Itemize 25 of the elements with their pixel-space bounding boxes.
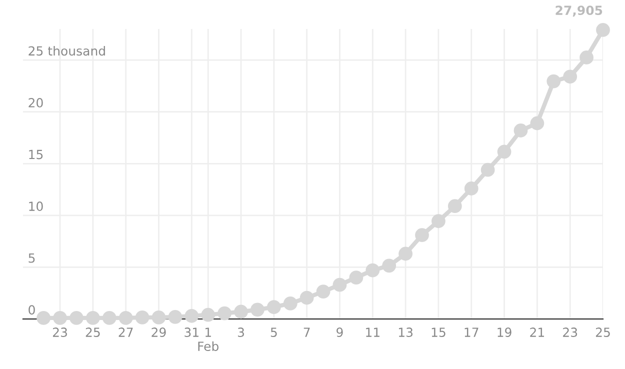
x-tick-label: 31 <box>184 328 198 338</box>
x-tick-label: 1 Feb <box>198 328 218 352</box>
x-tick-label: 3 <box>238 328 244 338</box>
y-tick-label: 10 <box>29 202 43 212</box>
x-tick-label: 29 <box>152 328 166 338</box>
y-tick-label: 5 <box>28 254 35 263</box>
x-tick-label: 5 <box>270 328 277 338</box>
x-tick-label: 19 <box>498 328 512 338</box>
y-tick-label: 15 <box>29 150 43 160</box>
x-tick-label: 23 <box>52 328 67 338</box>
x-tick-label: 27 <box>118 328 133 337</box>
x-tick-label: 17 <box>464 328 478 337</box>
x-tick-label: 9 <box>336 328 343 338</box>
y-tick-label: 25 thousand <box>28 46 105 56</box>
x-tick-label: 25 <box>86 328 100 338</box>
annotation: 27,905 <box>556 6 602 17</box>
x-tick-label: 21 <box>530 328 544 337</box>
x-tick-label: 7 <box>304 328 310 337</box>
x-tick-label: 13 <box>398 328 413 338</box>
y-tick-label: 0 <box>28 305 35 315</box>
x-tick-label: 11 <box>366 328 380 337</box>
x-tick-label: 15 <box>432 328 446 338</box>
x-tick-label: 23 <box>563 328 578 338</box>
y-tick-label: 20 <box>28 98 43 108</box>
x-tick-label: 25 <box>596 328 610 338</box>
